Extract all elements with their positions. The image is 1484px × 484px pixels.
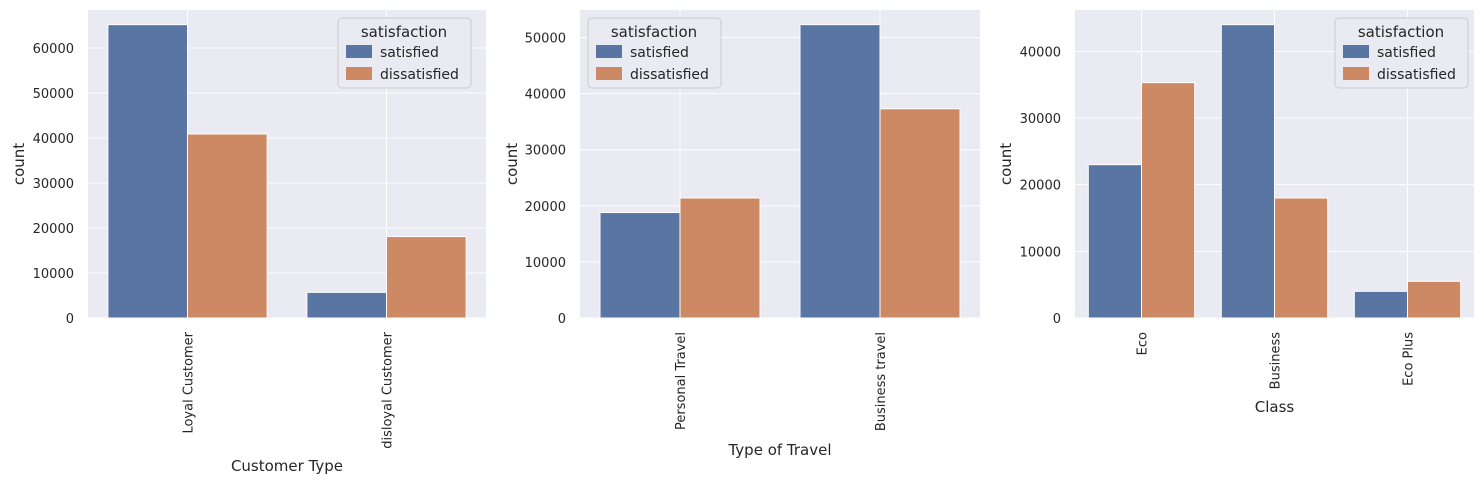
- legend-entry: dissatisfied: [380, 67, 459, 83]
- y-axis-label: count: [10, 143, 28, 185]
- y-tick-label: 40000: [33, 132, 74, 147]
- legend-title: satisfaction: [1358, 23, 1444, 41]
- bar-satisfied: [306, 291, 387, 319]
- y-tick-label: 0: [1053, 312, 1061, 327]
- y-tick-label: 50000: [525, 32, 566, 47]
- subplot-2: 0 10000 20000 30000 40000 50000 Personal Trave…: [503, 10, 980, 459]
- legend: satisfaction satisfied dissatisfied: [337, 17, 472, 89]
- legend-entry: dissatisfied: [1377, 67, 1456, 83]
- y-tick-label: 20000: [1020, 179, 1061, 194]
- subplot-3: 0 10000 20000 30000 40000 Eco Business Eco Plus…: [997, 10, 1474, 416]
- y-tick-label: 10000: [33, 267, 74, 282]
- y-tick-label: 30000: [33, 177, 74, 192]
- y-tick-label: 50000: [33, 87, 74, 102]
- x-axis-label: Type of Travel: [727, 441, 831, 459]
- y-tick-label: 0: [66, 312, 74, 327]
- y-tick-label: 40000: [525, 88, 566, 103]
- bar-dissatisfied: [1407, 280, 1462, 319]
- bar-dissatisfied: [386, 236, 467, 319]
- legend: satisfaction satisfied dissatisfied: [587, 17, 722, 89]
- x-tick-label: Personal Travel: [674, 332, 689, 430]
- bar-dissatisfied: [1274, 197, 1329, 319]
- y-tick-label: 10000: [525, 256, 566, 271]
- bar-satisfied: [107, 24, 188, 319]
- bar-dissatisfied: [679, 197, 761, 319]
- bar-satisfied: [1353, 290, 1409, 319]
- x-tick-label: disloyal Customer: [381, 331, 396, 448]
- legend-title: satisfaction: [361, 23, 447, 41]
- x-tick-label: Eco Plus: [1402, 332, 1417, 386]
- x-tick-label: Eco: [1136, 332, 1151, 355]
- y-tick-label: 10000: [1020, 245, 1061, 260]
- subplot-1: 0 10000 20000 30000 40000 50000 60000 Loyal Cus…: [10, 10, 486, 475]
- legend-swatch-dissatisfied: [1343, 67, 1369, 80]
- y-axis-label: count: [503, 143, 521, 185]
- y-tick-label: 20000: [33, 222, 74, 237]
- x-tick-label: Loyal Customer: [182, 331, 197, 433]
- bar-satisfied: [599, 212, 681, 319]
- x-axis-label: Customer Type: [231, 457, 343, 475]
- legend-entry: dissatisfied: [630, 67, 709, 83]
- x-tick-label: Business travel: [874, 332, 889, 431]
- x-tick-label: Business: [1269, 332, 1284, 390]
- legend-swatch-dissatisfied: [346, 67, 372, 80]
- legend-swatch-satisfied: [596, 45, 622, 58]
- bar-dissatisfied: [1141, 82, 1196, 319]
- legend-swatch-dissatisfied: [596, 67, 622, 80]
- y-tick-label: 60000: [33, 42, 74, 57]
- legend: satisfaction satisfied dissatisfied: [1334, 17, 1469, 89]
- y-tick-label: 30000: [525, 144, 566, 159]
- bar-dissatisfied: [879, 108, 961, 319]
- legend-swatch-satisfied: [346, 45, 372, 58]
- y-tick-label: 0: [558, 312, 566, 327]
- x-axis-label: Class: [1255, 398, 1295, 416]
- legend-swatch-satisfied: [1343, 45, 1369, 58]
- y-axis-label: count: [997, 143, 1015, 185]
- bar-dissatisfied: [187, 133, 268, 319]
- legend-title: satisfaction: [611, 23, 697, 41]
- y-tick-label: 20000: [525, 200, 566, 215]
- bar-satisfied: [1220, 24, 1276, 319]
- legend-entry: satisfied: [380, 45, 439, 61]
- bar-satisfied: [1087, 164, 1143, 319]
- y-tick-label: 40000: [1020, 45, 1061, 60]
- legend-entry: satisfied: [630, 45, 689, 61]
- legend-entry: satisfied: [1377, 45, 1436, 61]
- y-tick-label: 30000: [1020, 112, 1061, 127]
- bar-satisfied: [799, 24, 881, 319]
